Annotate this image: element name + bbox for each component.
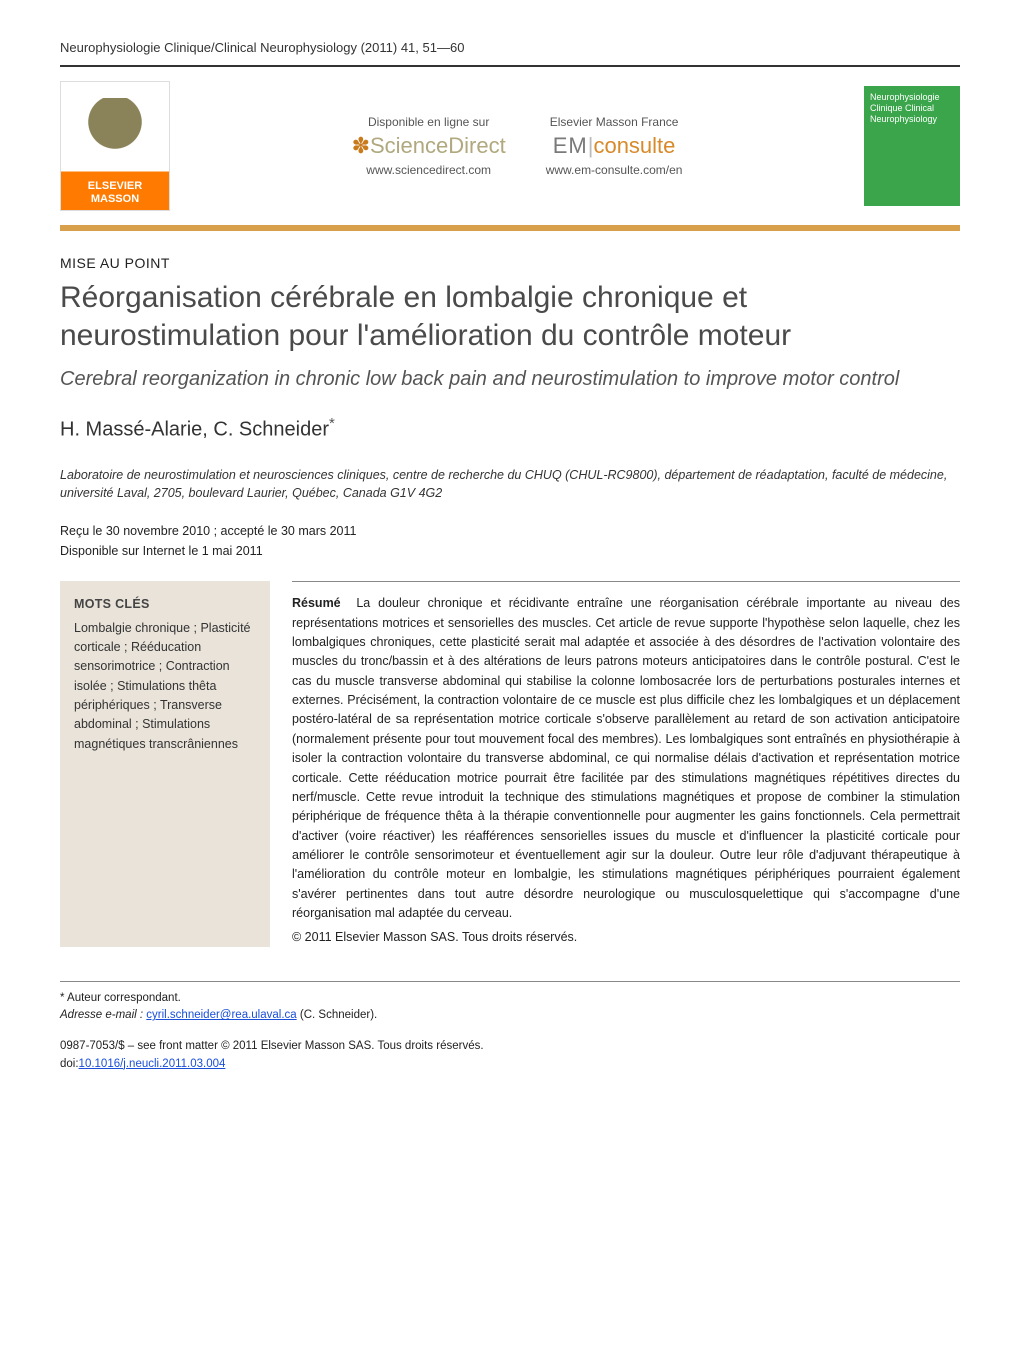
abstract-rule <box>292 581 960 582</box>
author-email-link[interactable]: cyril.schneider@rea.ulaval.ca <box>146 1009 296 1021</box>
email-attribution: (C. Schneider). <box>300 1009 377 1021</box>
footnotes: * Auteur correspondant. Adresse e-mail :… <box>60 981 960 1025</box>
sd-available-label: Disponible en ligne sur <box>352 115 506 129</box>
publication-info: 0987-7053/$ – see front matter © 2011 El… <box>60 1038 960 1073</box>
email-line: Adresse e-mail : cyril.schneider@rea.ula… <box>60 1007 960 1024</box>
emconsulte-block: Elsevier Masson France EM|consulte www.e… <box>546 115 683 177</box>
abstract-copyright: © 2011 Elsevier Masson SAS. Tous droits … <box>292 928 960 947</box>
abstract-text: Résumé La douleur chronique et récidivan… <box>292 594 960 947</box>
doi-label: doi: <box>60 1058 79 1070</box>
doi-line: doi:10.1016/j.neucli.2011.03.004 <box>60 1056 960 1073</box>
issn-copyright-line: 0987-7053/$ – see front matter © 2011 El… <box>60 1038 960 1055</box>
article-title-english: Cerebral reorganization in chronic low b… <box>60 366 960 393</box>
received-accepted-line: Reçu le 30 novembre 2010 ; accepté le 30… <box>60 521 960 541</box>
em-url[interactable]: www.em-consulte.com/en <box>546 163 683 177</box>
keywords-box: MOTS CLÉS Lombalgie chronique ; Plastici… <box>60 581 270 947</box>
abstract-body: La douleur chronique et récidivante entr… <box>292 596 960 920</box>
journal-cover-thumbnail: Neurophysiologie Clinique Clinical Neuro… <box>864 86 960 206</box>
body-row: MOTS CLÉS Lombalgie chronique ; Plastici… <box>60 581 960 947</box>
header-bar: ELSEVIER MASSON Disponible en ligne sur … <box>60 65 960 231</box>
page-container: Neurophysiologie Clinique/Clinical Neuro… <box>0 0 1020 1113</box>
doi-link[interactable]: 10.1016/j.neucli.2011.03.004 <box>79 1058 226 1070</box>
sciencedirect-block: Disponible en ligne sur ✽ScienceDirect w… <box>352 115 506 177</box>
corresponding-mark: * <box>329 415 335 432</box>
elsevier-brand-text: ELSEVIER MASSON <box>88 178 142 206</box>
email-label: Adresse e-mail : <box>60 1009 143 1021</box>
citation-line: Neurophysiologie Clinique/Clinical Neuro… <box>60 40 960 55</box>
article-dates: Reçu le 30 novembre 2010 ; accepté le 30… <box>60 521 960 561</box>
abstract-column: Résumé La douleur chronique et récidivan… <box>292 581 960 947</box>
article-title-french: Réorganisation cérébrale en lombalgie ch… <box>60 279 960 354</box>
authors-names: H. Massé-Alarie, C. Schneider <box>60 419 329 441</box>
elsevier-tree-icon <box>80 98 150 178</box>
header-middle: Disponible en ligne sur ✽ScienceDirect w… <box>198 115 836 177</box>
sd-url[interactable]: www.sciencedirect.com <box>352 163 506 177</box>
keywords-heading: MOTS CLÉS <box>74 595 256 614</box>
em-title: Elsevier Masson France <box>546 115 683 129</box>
abstract-heading: Résumé <box>292 596 341 610</box>
corresponding-author-note: * Auteur correspondant. <box>60 990 960 1007</box>
keywords-list: Lombalgie chronique ; Plasticité cortica… <box>74 619 256 755</box>
affiliation: Laboratoire de neurostimulation et neuro… <box>60 466 960 504</box>
article-type: MISE AU POINT <box>60 255 960 271</box>
authors-line: H. Massé-Alarie, C. Schneider* <box>60 415 960 442</box>
sciencedirect-logo: ✽ScienceDirect <box>352 133 506 159</box>
elsevier-masson-logo: ELSEVIER MASSON <box>60 81 170 211</box>
emconsulte-logo: EM|consulte <box>546 133 683 159</box>
online-date-line: Disponible sur Internet le 1 mai 2011 <box>60 541 960 561</box>
